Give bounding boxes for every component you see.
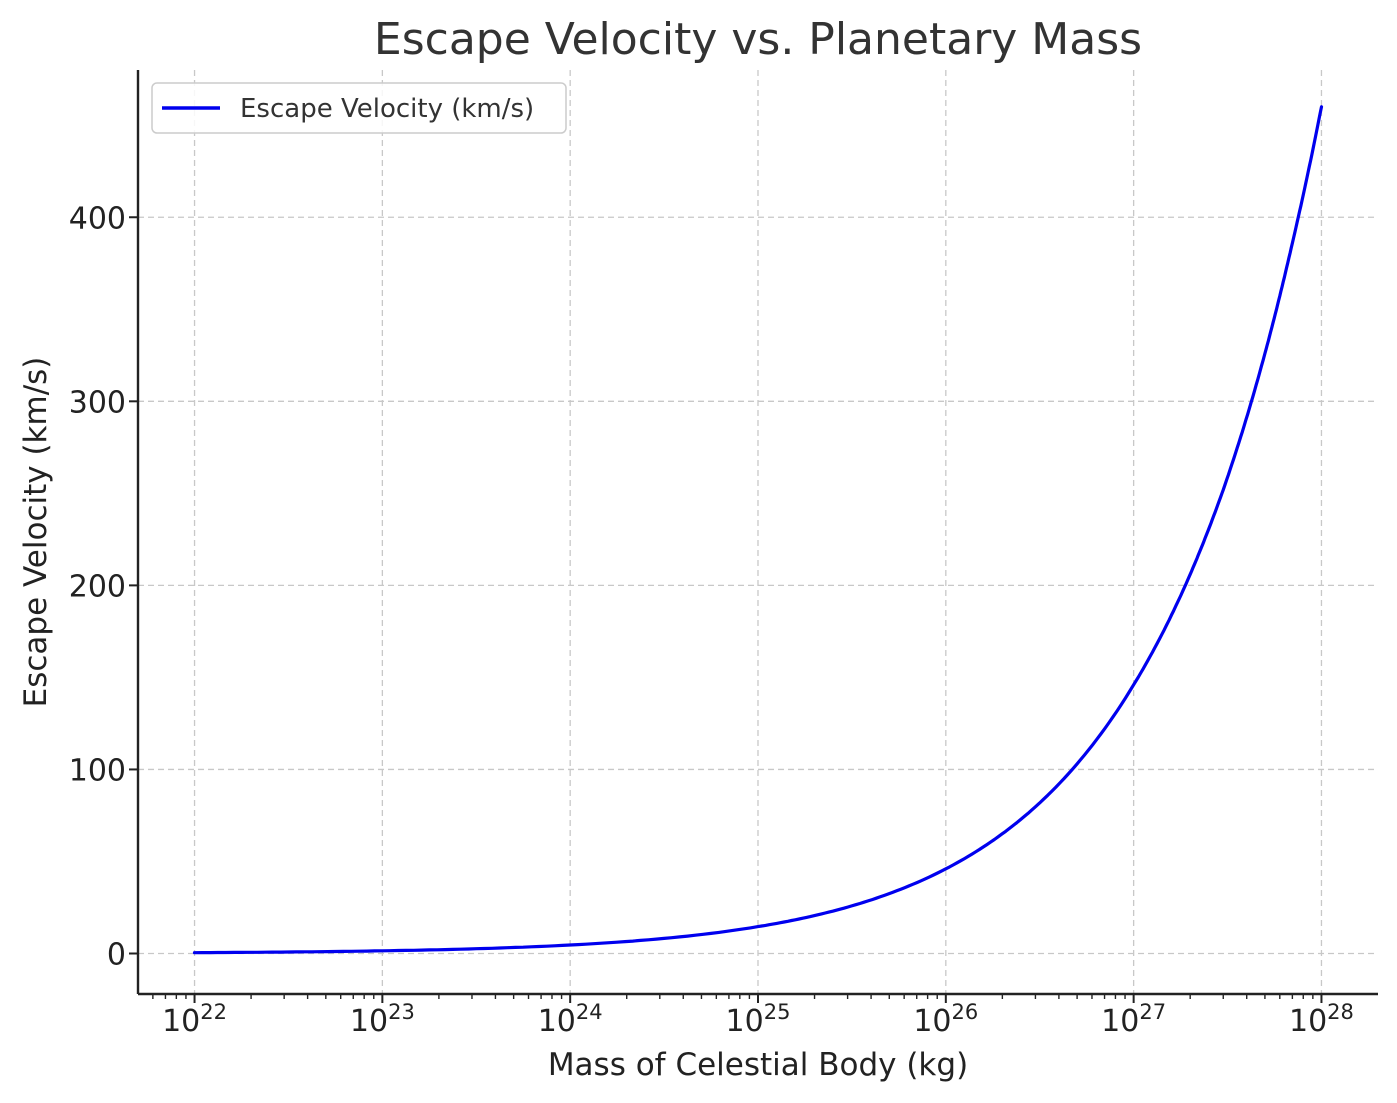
y-tick-label: 400 — [69, 201, 126, 236]
y-tick-label: 200 — [69, 569, 126, 604]
x-axis-label: Mass of Celestial Body (kg) — [548, 1047, 968, 1083]
legend-label: Escape Velocity (km/s) — [240, 94, 534, 124]
y-tick-label: 0 — [107, 938, 126, 973]
x-tick-label: 1024 — [538, 1000, 603, 1039]
x-tick-label: 1026 — [913, 1000, 978, 1039]
series-layer — [192, 105, 1324, 955]
chart-title: Escape Velocity vs. Planetary Mass — [374, 14, 1142, 65]
x-tick-label: 1023 — [350, 1000, 415, 1039]
y-tick-label: 300 — [69, 385, 126, 420]
x-tick-label: 1027 — [1101, 1000, 1166, 1039]
x-tick-label: 1028 — [1289, 1000, 1354, 1039]
x-tick-label: 1025 — [726, 1000, 791, 1039]
x-tick-label: 1022 — [162, 1000, 227, 1039]
ticks: 1022 1023 1024 1025 1026 1027 1028 0 100 200 300 40… — [69, 201, 1354, 1039]
grid — [138, 70, 1378, 994]
legend-frame — [151, 82, 567, 134]
y-tick-label: 100 — [69, 753, 126, 788]
y-axis-label: Escape Velocity (km/s) — [18, 357, 54, 708]
series-line-escape-velocity — [192, 105, 1324, 955]
legend: Escape Velocity (km/s) — [151, 82, 567, 134]
